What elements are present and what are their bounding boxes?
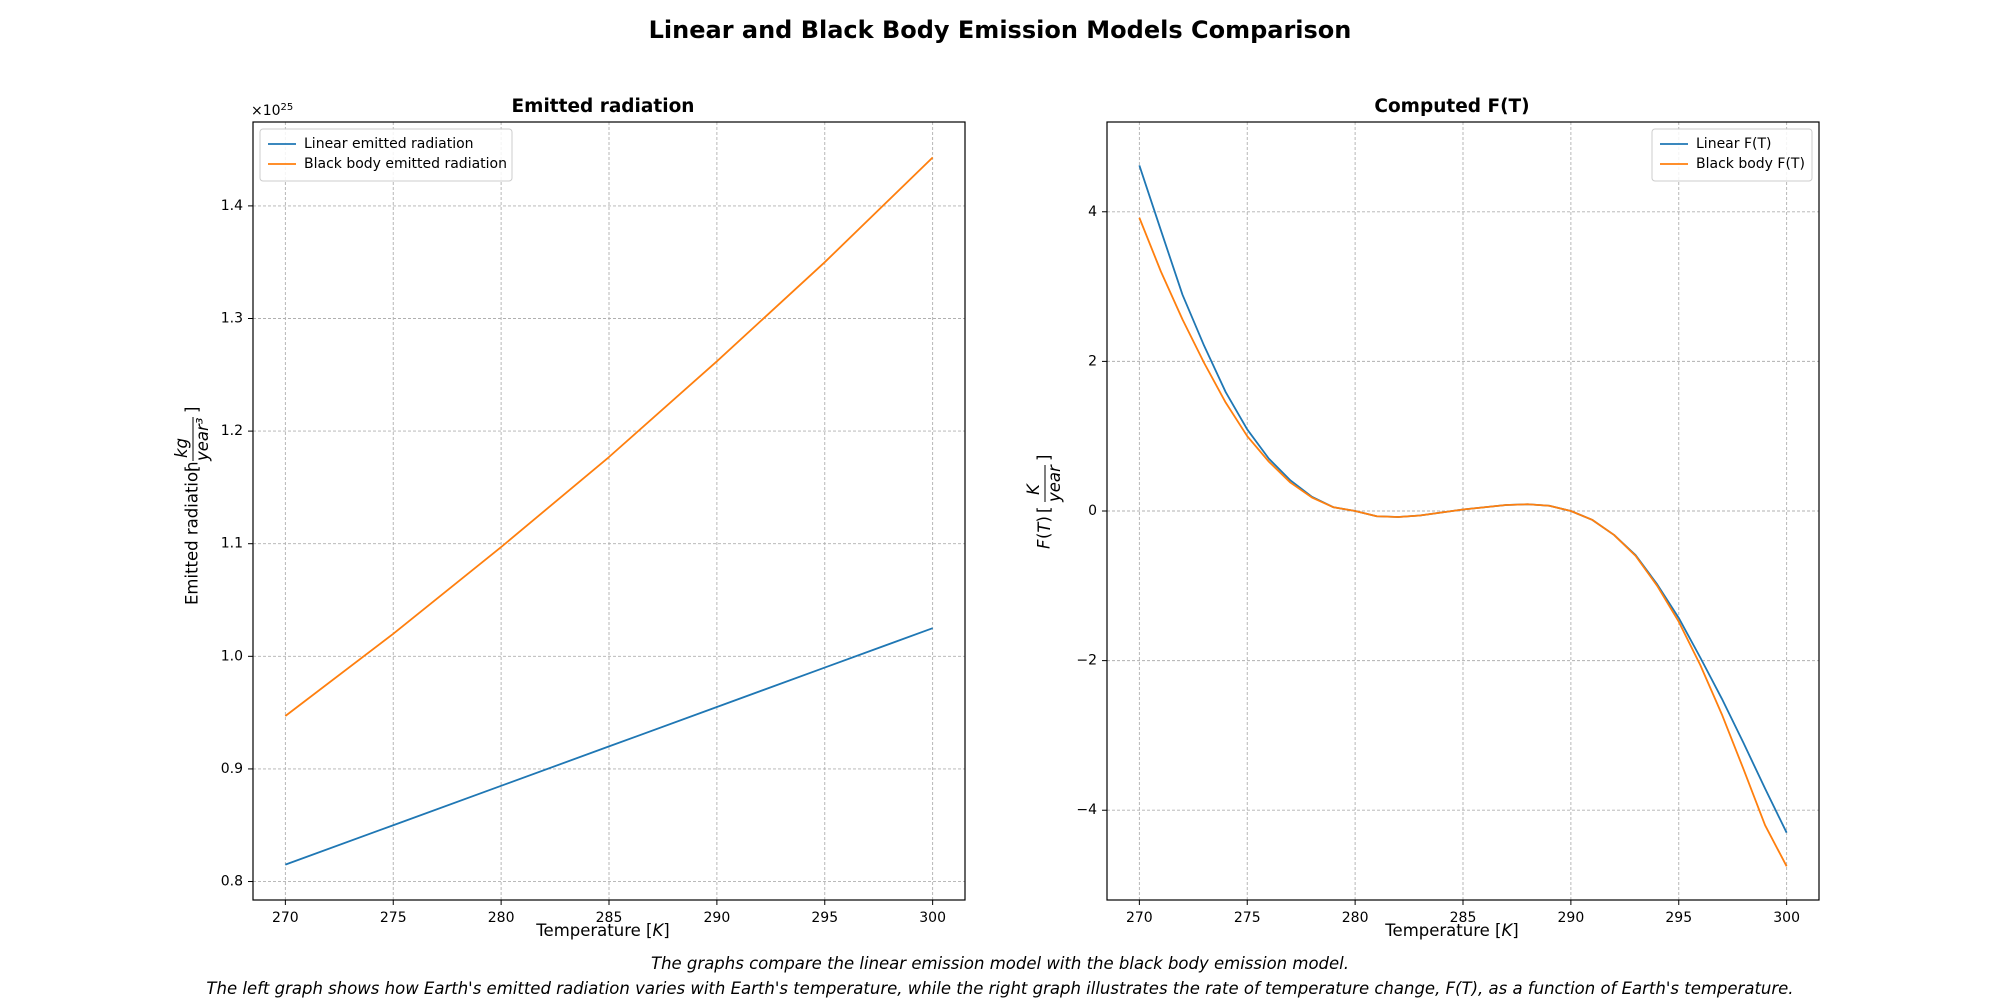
x-tick-label: 270: [1126, 910, 1153, 926]
chart-title: Computed F(T): [1374, 96, 1529, 117]
y-axis-label: Emitted radiation [ kg year³ ]: [172, 407, 212, 605]
svg-text:year: year: [1045, 464, 1064, 503]
y-tick-label: 1.1: [221, 536, 243, 552]
y-tick-label: 2: [1088, 353, 1097, 369]
legend-label: Linear emitted radiation: [304, 136, 474, 152]
x-tick-label: 295: [1665, 910, 1692, 926]
x-axis-label: Temperature [K]: [535, 921, 669, 940]
x-tick-label: 300: [919, 910, 946, 926]
x-axis-label: Temperature [K]: [1384, 921, 1518, 940]
x-tick-label: 270: [272, 910, 299, 926]
series-line-1: [285, 627, 933, 866]
x-tick-label: 295: [811, 910, 838, 926]
svg-text:[: [: [1035, 507, 1054, 513]
svg-text:year³: year³: [193, 417, 212, 462]
svg-text:(T): (T): [1035, 516, 1054, 539]
legend-label: Black body F(T): [1696, 156, 1805, 172]
emitted-radiation-chart: Emitted radiation ×1025 Temperature [K] …: [172, 96, 966, 940]
y-tick-label: 1.0: [221, 648, 243, 664]
x-tick-label: 280: [488, 910, 515, 926]
y-tick-label: −2: [1076, 653, 1097, 669]
y-tick-label: 1.3: [221, 310, 243, 326]
x-tick-label: 285: [1450, 910, 1477, 926]
y-tick-label: 0: [1088, 503, 1097, 519]
svg-text:Emitted radiation: Emitted radiation: [183, 461, 202, 605]
y-tick-label: −4: [1076, 802, 1097, 818]
x-tick-label: 280: [1342, 910, 1369, 926]
figure-title: Linear and Black Body Emission Models Co…: [649, 16, 1352, 44]
x-tick-label: 290: [1558, 910, 1585, 926]
svg-text:]: ]: [183, 407, 202, 413]
y-tick-label: 1.2: [221, 423, 243, 439]
svg-text:kg: kg: [172, 438, 191, 458]
legend-box: [259, 128, 513, 182]
legend-box: [1651, 128, 1813, 182]
svg-text:[: [: [183, 466, 202, 472]
x-tick-label: 300: [1773, 910, 1800, 926]
svg-text:]: ]: [1035, 455, 1054, 461]
series-line-2: [1138, 217, 1788, 867]
caption-line-2: The left graph shows how Earth's emitted…: [206, 979, 1793, 998]
x-tick-label: 275: [1234, 910, 1261, 926]
computed-f-chart: Computed F(T) Temperature [K] F (T) [ K …: [1024, 96, 1820, 940]
x-tick-label: 275: [380, 910, 407, 926]
y-tick-label: 0.8: [221, 874, 243, 890]
svg-text:K: K: [1024, 483, 1043, 495]
caption-line-1: The graphs compare the linear emission m…: [651, 954, 1349, 973]
series-line-2: [284, 156, 934, 717]
x-tick-label: 290: [704, 910, 731, 926]
y-tick-label: 0.9: [221, 761, 243, 777]
y-axis-label: F (T) [ K year ]: [1024, 455, 1064, 549]
y-offset-text: ×1025: [251, 102, 293, 119]
legend-label: Black body emitted radiation: [304, 156, 507, 172]
legend-label: Linear F(T): [1696, 136, 1772, 152]
y-tick-label: 4: [1088, 204, 1097, 220]
svg-text:F: F: [1035, 539, 1054, 549]
chart-title: Emitted radiation: [512, 96, 695, 117]
x-tick-label: 285: [596, 910, 623, 926]
y-tick-label: 1.4: [221, 198, 243, 214]
